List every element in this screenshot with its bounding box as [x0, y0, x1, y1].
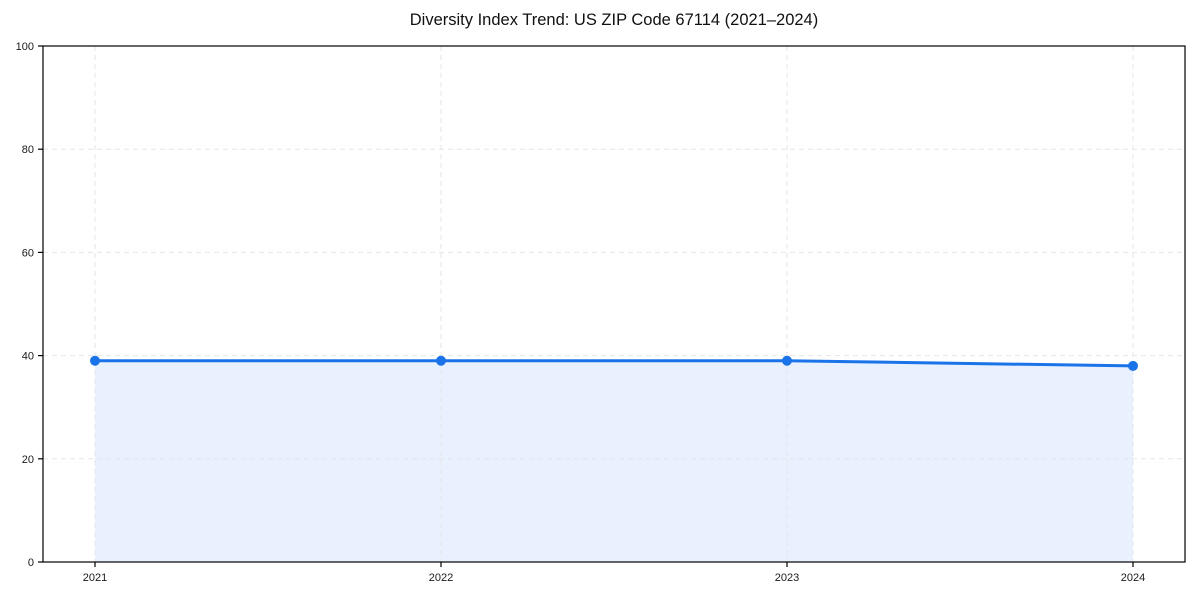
- y-tick-label: 80: [22, 144, 34, 156]
- y-tick-label: 60: [22, 247, 34, 259]
- plot-frame: [42, 45, 1186, 563]
- x-tick-label: 2023: [775, 572, 799, 584]
- chart-title: Diversity Index Trend: US ZIP Code 67114…: [409, 11, 819, 29]
- gridlines: [43, 46, 1185, 562]
- y-tick-label: 100: [16, 41, 34, 53]
- data-point-2024: [1128, 360, 1138, 371]
- data-point-2023: [782, 355, 792, 366]
- data-point-2021: [90, 355, 100, 366]
- trend-line: [93, 359, 1135, 368]
- x-tick-label: 2024: [1121, 572, 1145, 584]
- axis-ticks: [38, 45, 1134, 567]
- x-tick-label: 2022: [429, 572, 453, 584]
- x-tick-label: 2021: [83, 572, 107, 584]
- y-tick-label: 20: [22, 454, 34, 466]
- area-fill: [95, 360, 1133, 562]
- data-point-2022: [436, 355, 446, 366]
- y-tick-label: 40: [22, 351, 34, 363]
- y-tick-label: 0: [28, 557, 34, 569]
